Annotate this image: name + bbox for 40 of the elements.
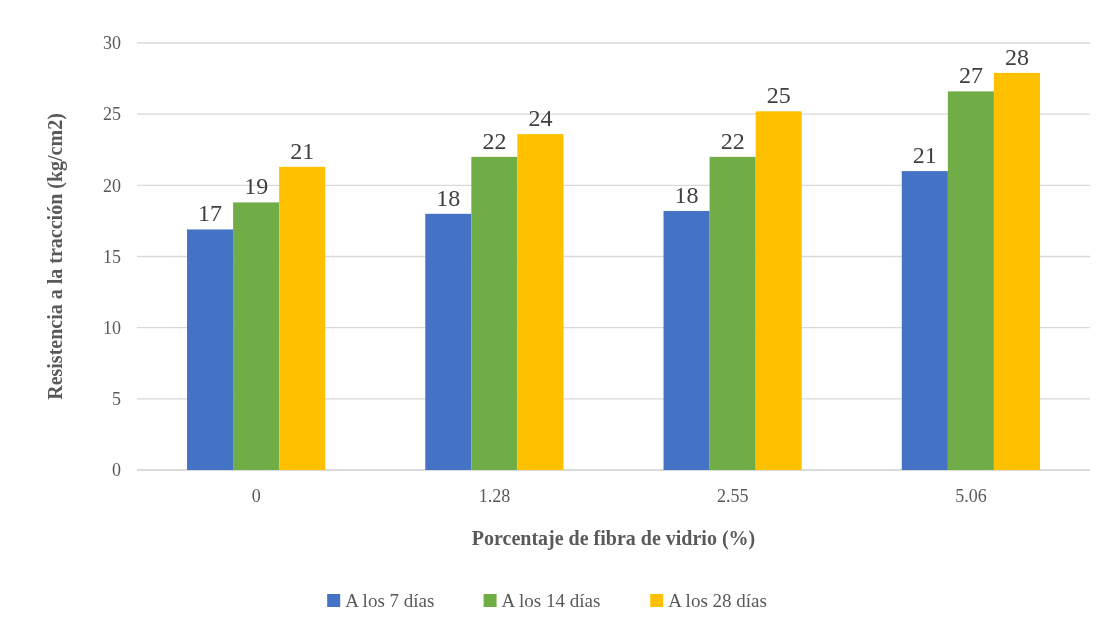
bar — [471, 156, 518, 470]
legend-label: A los 14 días — [501, 590, 601, 611]
bar — [425, 213, 472, 470]
bar — [709, 156, 756, 470]
data-label: 25 — [766, 82, 791, 109]
y-axis-title: Resistencia a la tracción (kg/cm2) — [44, 113, 67, 400]
data-label: 21 — [912, 142, 937, 169]
x-tick-label: 2.55 — [716, 486, 749, 506]
y-tick-label: 20 — [103, 175, 121, 196]
y-tick-label: 5 — [112, 389, 121, 410]
data-label: 18 — [674, 181, 699, 208]
bar — [279, 166, 326, 470]
data-label: 28 — [1004, 43, 1029, 70]
bar — [901, 171, 948, 470]
y-tick-label: 10 — [103, 317, 121, 338]
x-axis-title: Porcentaje de fibra de vidrio (%) — [471, 527, 756, 550]
data-label: 24 — [528, 105, 553, 132]
y-tick-label: 0 — [112, 460, 121, 481]
bar — [755, 111, 802, 470]
bar — [663, 210, 710, 470]
x-tick-label: 0 — [251, 486, 261, 506]
bar — [187, 229, 234, 470]
y-tick-label: 25 — [103, 104, 121, 125]
x-tick-label: 5.06 — [955, 486, 987, 506]
data-label: 18 — [436, 184, 461, 211]
legend-label: A los 28 días — [668, 590, 767, 611]
data-label: 19 — [244, 173, 269, 200]
data-label: 22 — [482, 127, 507, 154]
x-tick-label: 1.28 — [478, 486, 511, 506]
y-tick-label: 30 — [103, 33, 121, 54]
bar — [517, 134, 564, 470]
bar — [993, 72, 1040, 470]
data-label: 22 — [720, 127, 745, 154]
data-label: 27 — [958, 62, 983, 89]
y-tick-label: 15 — [103, 246, 121, 267]
bar — [233, 202, 280, 470]
bar — [947, 91, 994, 470]
data-label: 21 — [290, 137, 315, 164]
data-label: 17 — [198, 200, 223, 227]
legend-label: A los 7 días — [345, 590, 435, 611]
